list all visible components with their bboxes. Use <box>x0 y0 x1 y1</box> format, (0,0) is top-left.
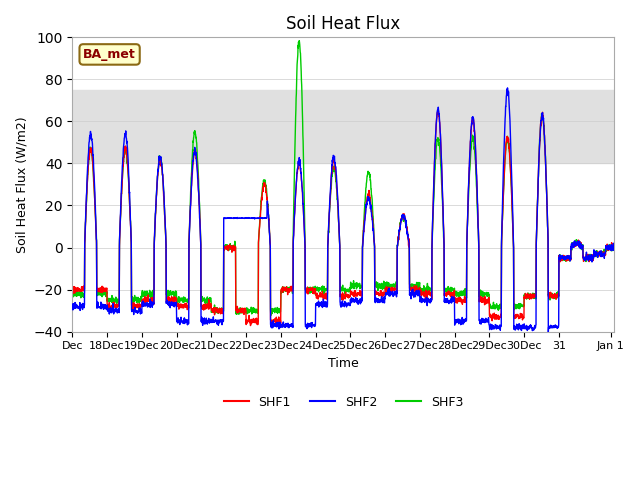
Y-axis label: Soil Heat Flux (W/m2): Soil Heat Flux (W/m2) <box>15 116 28 253</box>
SHF2 <box>518 324 525 330</box>
SHF2 <box>625 252 632 257</box>
SHF1 <box>68 284 76 290</box>
SHF3 <box>244 306 252 312</box>
SHF1 <box>617 252 625 258</box>
Line: SHF3: SHF3 <box>72 41 628 315</box>
SHF2 <box>504 85 511 91</box>
SHF3 <box>68 288 76 294</box>
SHF3 <box>124 166 132 172</box>
Line: SHF1: SHF1 <box>72 111 628 325</box>
SHF1 <box>625 252 632 258</box>
SHF1 <box>244 318 252 324</box>
SHF2 <box>550 324 557 330</box>
SHF3 <box>384 283 392 288</box>
SHF2 <box>384 290 392 296</box>
SHF1 <box>124 166 132 172</box>
SHF2 <box>68 304 76 310</box>
Bar <box>72 90 614 163</box>
SHF3 <box>267 312 275 318</box>
SHF1 <box>518 312 526 318</box>
SHF2 <box>124 154 132 160</box>
Text: BA_met: BA_met <box>83 48 136 61</box>
SHF1 <box>434 108 442 114</box>
SHF2 <box>244 215 252 221</box>
SHF2 <box>617 251 625 256</box>
SHF1 <box>384 285 392 290</box>
SHF1 <box>550 295 557 301</box>
SHF3 <box>518 303 526 309</box>
SHF1 <box>246 323 254 328</box>
Legend: SHF1, SHF2, SHF3: SHF1, SHF2, SHF3 <box>218 391 468 414</box>
SHF2 <box>545 329 552 335</box>
Title: Soil Heat Flux: Soil Heat Flux <box>286 15 401 33</box>
SHF3 <box>550 295 557 301</box>
Line: SHF2: SHF2 <box>72 88 628 332</box>
SHF3 <box>617 251 625 257</box>
SHF3 <box>625 251 632 256</box>
X-axis label: Time: Time <box>328 357 359 370</box>
SHF3 <box>296 38 303 44</box>
